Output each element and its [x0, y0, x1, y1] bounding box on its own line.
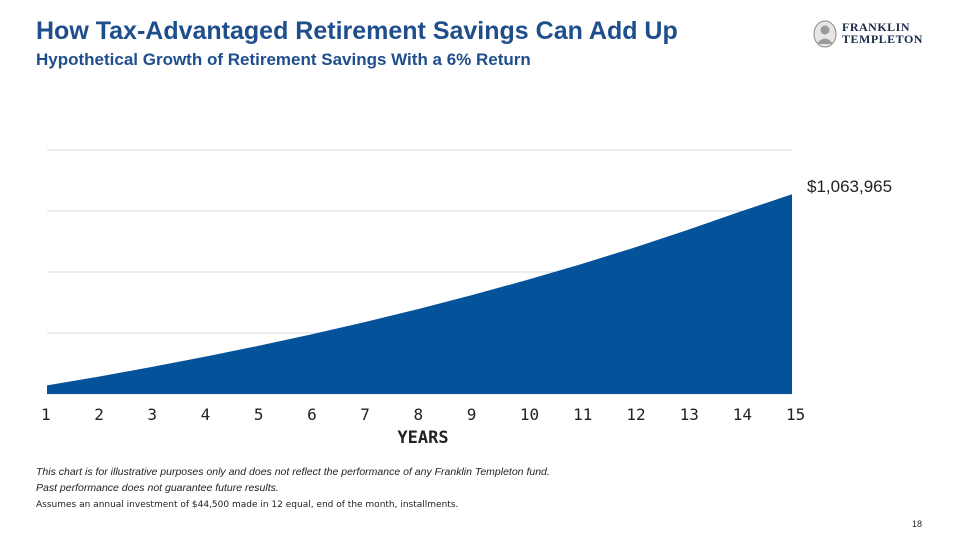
- page-number: 18: [911, 519, 922, 529]
- x-tick-label: 9: [467, 405, 477, 424]
- x-tick-label: 13: [680, 405, 699, 424]
- logo-wordmark: FRANKLIN TEMPLETON: [842, 21, 923, 45]
- disclaimer-line-1: This chart is for illustrative purposes …: [36, 466, 550, 478]
- x-tick-label: 5: [254, 405, 264, 424]
- franklin-templeton-logo: FRANKLIN TEMPLETON: [812, 20, 924, 48]
- chart-area-layer: [47, 194, 792, 394]
- x-axis-ticks: 1 2 3 4 5 6 7 8 9 10 11 12 13 14 15: [41, 405, 805, 424]
- franklin-portrait-icon: [813, 20, 837, 48]
- x-tick-label: 15: [786, 405, 805, 424]
- x-tick-label: 12: [626, 405, 645, 424]
- x-tick-label: 8: [414, 405, 424, 424]
- chart-subtitle: Hypothetical Growth of Retirement Saving…: [36, 50, 531, 69]
- savings-area: [47, 194, 792, 394]
- logo-line-franklin: FRANKLIN: [842, 20, 911, 34]
- x-tick-label: 1: [41, 405, 51, 424]
- slide-title: How Tax-Advantaged Retirement Savings Ca…: [36, 17, 678, 45]
- end-value-label: $1,063,965: [807, 177, 892, 196]
- x-tick-label: 3: [147, 405, 157, 424]
- x-tick-label: 4: [201, 405, 211, 424]
- growth-area-chart: 1 2 3 4 5 6 7 8 9 10 11 12 13 14 15 YEARS $1,063,965: [41, 149, 892, 448]
- disclaimer: This chart is for illustrative purposes …: [36, 464, 550, 496]
- logo-line-templeton: TEMPLETON: [842, 32, 923, 46]
- x-tick-label: 2: [94, 405, 104, 424]
- assumption-note: Assumes an annual investment of $44,500 …: [36, 500, 459, 510]
- x-tick-label: 10: [520, 405, 539, 424]
- disclaimer-line-2: Past performance does not guarantee futu…: [36, 482, 279, 494]
- x-tick-label: 14: [733, 405, 752, 424]
- x-tick-label: 7: [360, 405, 370, 424]
- x-axis-label: YEARS: [397, 428, 448, 448]
- x-tick-label: 6: [307, 405, 317, 424]
- x-tick-label: 11: [573, 405, 592, 424]
